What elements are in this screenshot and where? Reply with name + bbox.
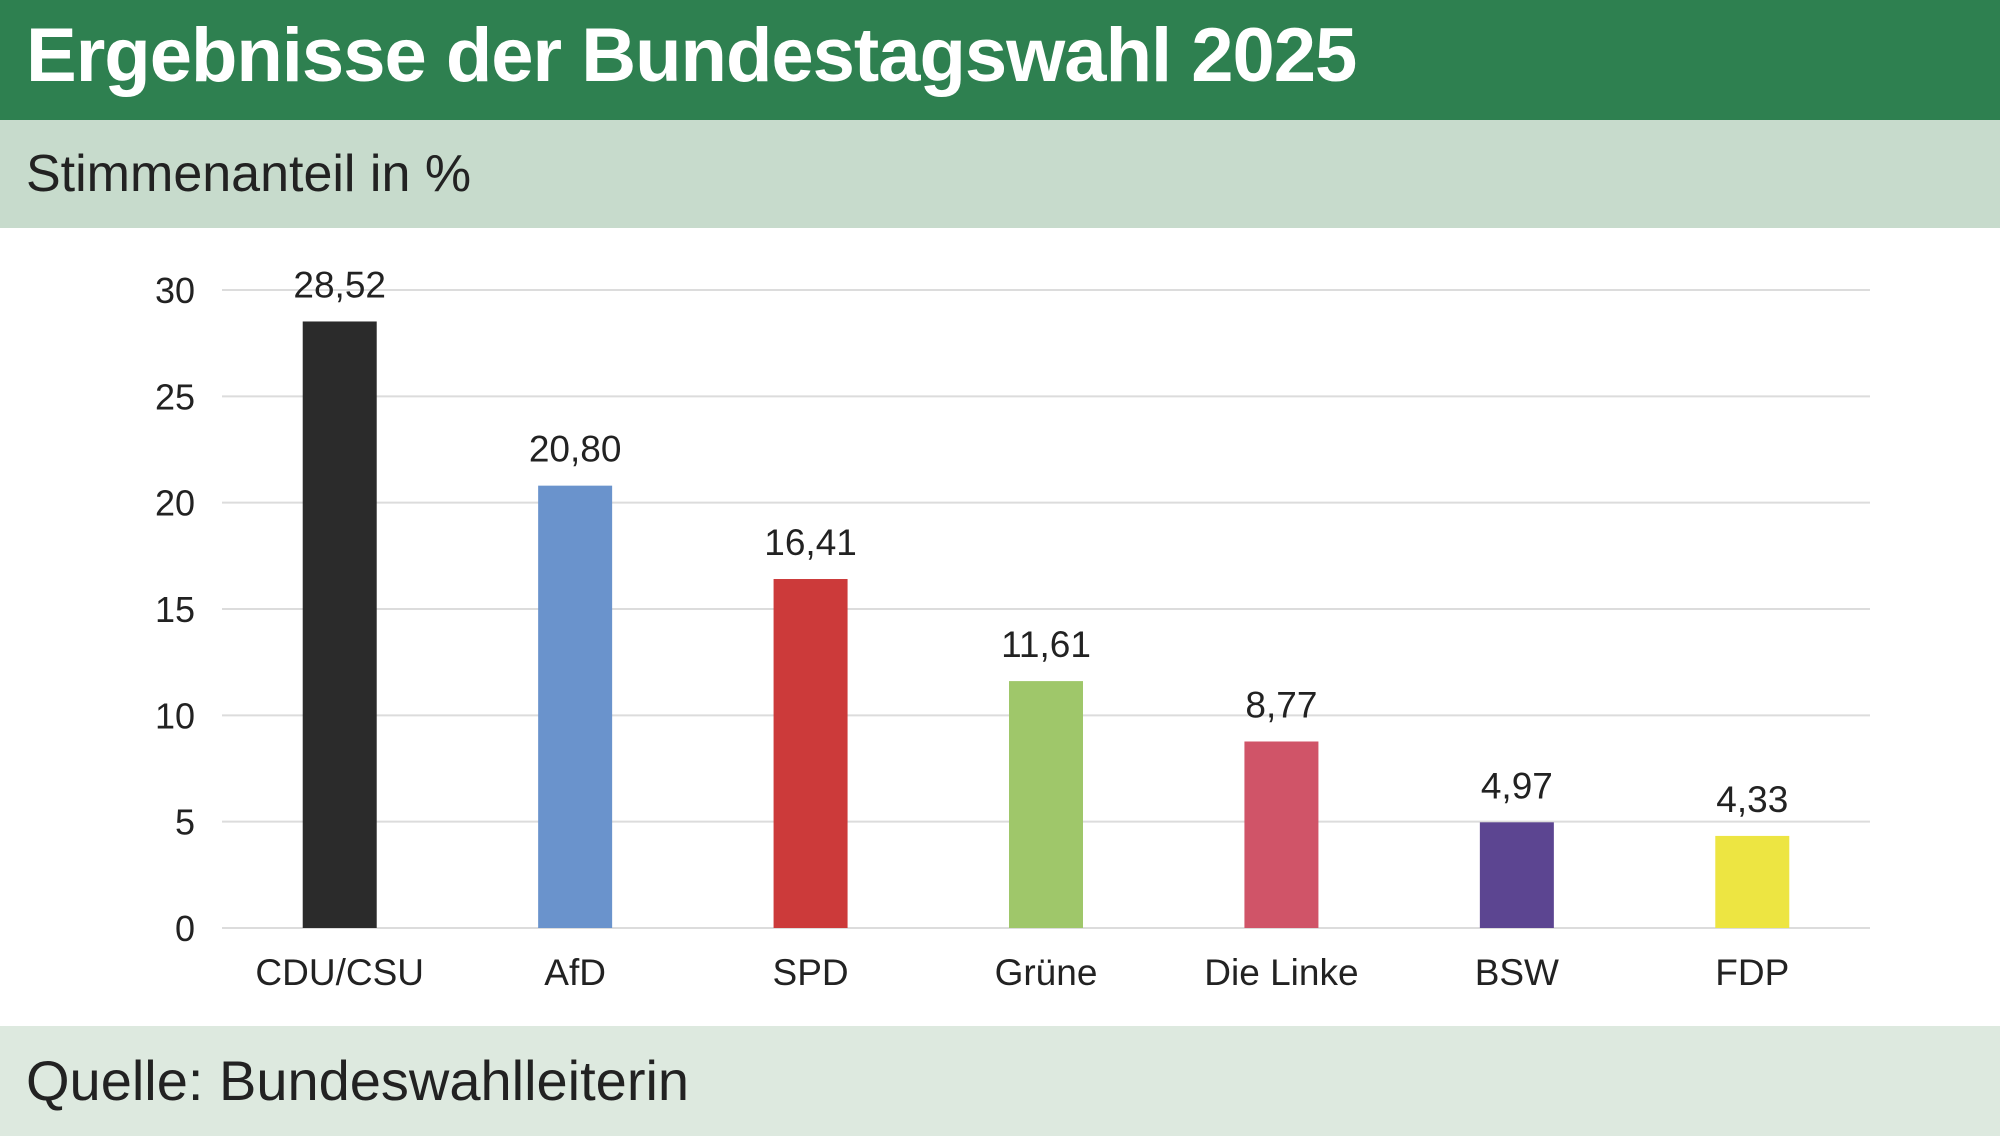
y-tick-label: 10 <box>155 695 195 736</box>
value-label: 11,61 <box>1001 624 1091 665</box>
category-label: CDU/CSU <box>255 952 424 993</box>
y-tick-label: 25 <box>155 376 195 417</box>
plot-area: 0 5 10 15 20 25 30 28,52 CDU/CSU 20,80 AfD 16,41 SPD… <box>0 228 2000 1026</box>
bar-0 <box>302 321 377 928</box>
chart-subtitle: Stimmenanteil in % <box>26 145 472 203</box>
y-tick-label: 5 <box>175 802 195 843</box>
value-label: 4,97 <box>1481 765 1553 806</box>
y-tick-label: 20 <box>155 483 195 524</box>
category-label: SPD <box>773 952 849 993</box>
bar-1 <box>538 485 613 928</box>
value-label: 8,77 <box>1245 684 1317 725</box>
category-label: FDP <box>1715 952 1789 993</box>
y-tick-label: 30 <box>155 270 195 311</box>
y-tick-label: 15 <box>155 589 195 630</box>
bar-chart: 0 5 10 15 20 25 30 28,52 CDU/CSU 20,80 AfD 16,41 SPD… <box>155 264 1870 993</box>
value-label: 28,52 <box>293 264 386 305</box>
subtitle-bar: Stimmenanteil in % <box>0 120 2000 228</box>
source-note: Quelle: Bundeswahlleiterin <box>26 1049 690 1112</box>
y-tick-label: 0 <box>175 908 195 949</box>
bar-3 <box>1009 681 1083 928</box>
bar-6 <box>1715 835 1790 928</box>
bar-4 <box>1244 741 1319 928</box>
value-label: 16,41 <box>764 522 857 563</box>
value-label: 20,80 <box>529 429 622 470</box>
bar-2 <box>773 579 848 928</box>
footer-bar: Quelle: Bundeswahlleiterin <box>0 1026 2000 1136</box>
value-label: 4,33 <box>1716 779 1788 820</box>
bar-5 <box>1479 822 1554 928</box>
category-label: Die Linke <box>1204 952 1358 993</box>
category-label: Grüne <box>995 952 1098 993</box>
category-label: BSW <box>1475 952 1559 993</box>
category-label: AfD <box>544 952 606 993</box>
title-bar: Ergebnisse der Bundestagswahl 2025 <box>0 0 2000 120</box>
chart-title: Ergebnisse der Bundestagswahl 2025 <box>26 13 1357 98</box>
